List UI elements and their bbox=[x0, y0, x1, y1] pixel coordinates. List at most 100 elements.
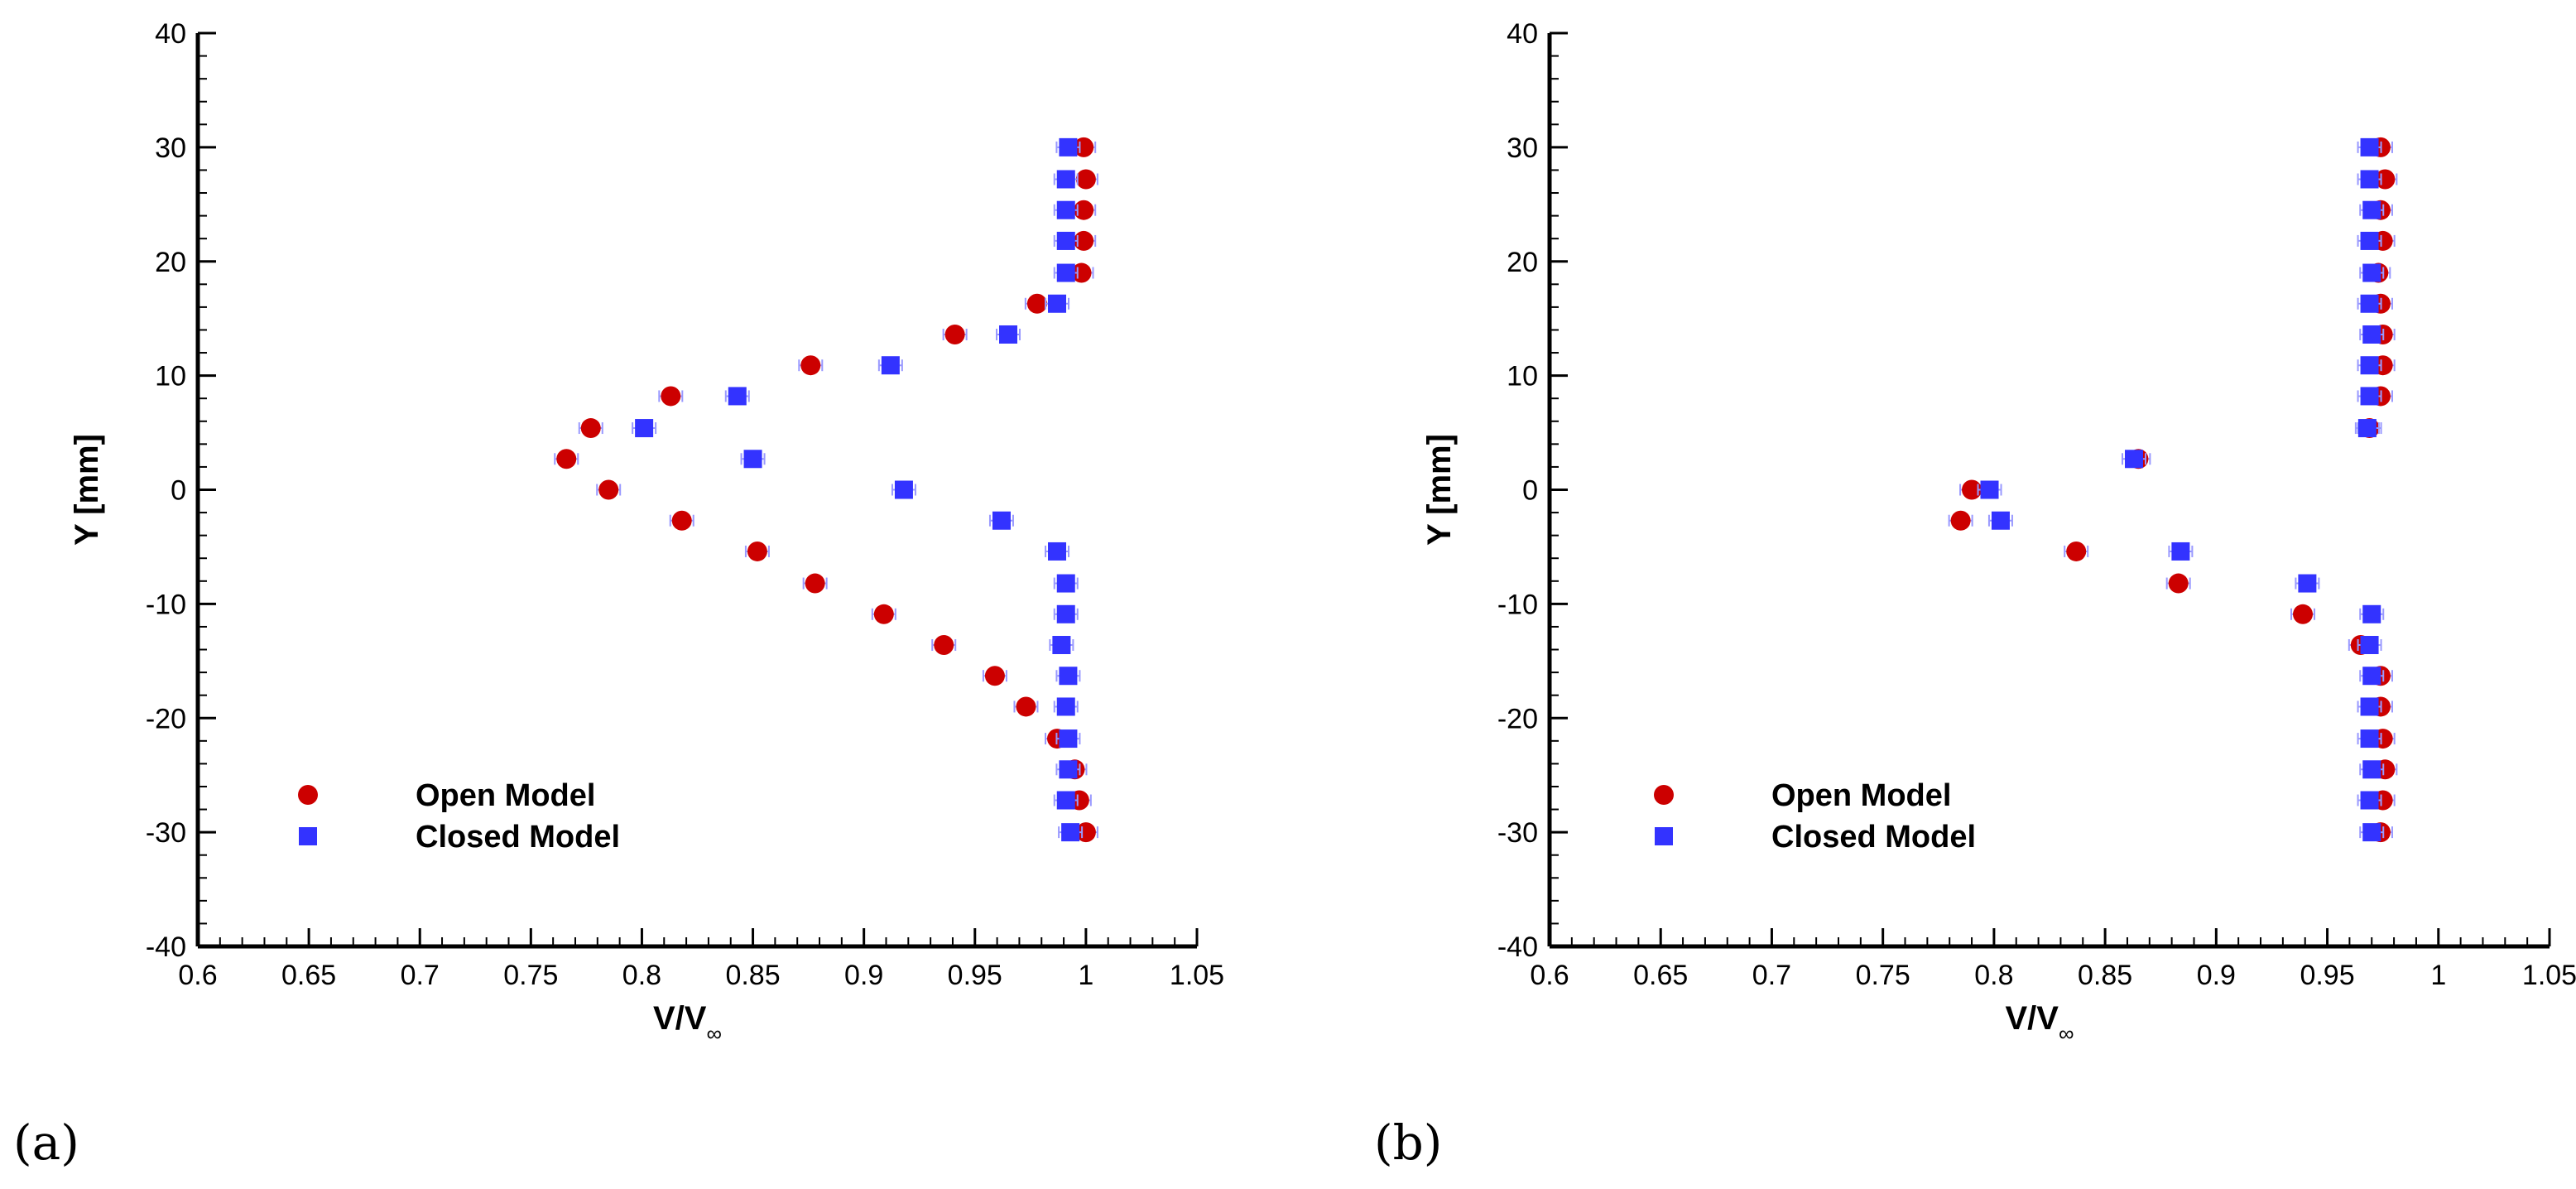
closed-model-point bbox=[999, 325, 1018, 344]
open-model-point bbox=[1071, 262, 1092, 283]
legend-marker-closed bbox=[1655, 827, 1673, 845]
closed-model-point bbox=[2362, 604, 2381, 623]
y-tick-label: 40 bbox=[155, 18, 186, 50]
open-model-point bbox=[984, 666, 1005, 686]
open-model-point bbox=[661, 386, 681, 407]
closed-model-point bbox=[2298, 574, 2317, 593]
closed-model-point bbox=[1056, 574, 1075, 593]
closed-model-point bbox=[992, 511, 1011, 530]
y-tick-label: -20 bbox=[146, 703, 186, 734]
legend-marker-open bbox=[1654, 785, 1674, 805]
y-tick-label: 10 bbox=[155, 361, 186, 392]
closed-model-point bbox=[1056, 791, 1075, 810]
x-tick-label: 0.75 bbox=[503, 960, 558, 991]
open-model-point bbox=[1075, 169, 1096, 190]
closed-model-point bbox=[2360, 356, 2379, 375]
closed-model-series bbox=[1977, 137, 2385, 842]
y-tick-label: 40 bbox=[1507, 18, 1538, 50]
closed-model-point bbox=[881, 356, 900, 375]
closed-model-point bbox=[2360, 697, 2379, 716]
closed-model-point bbox=[635, 419, 654, 438]
open-model-point bbox=[598, 479, 619, 500]
open-model-point bbox=[2293, 604, 2314, 624]
closed-model-point bbox=[2362, 263, 2381, 282]
x-tick-label: 0.65 bbox=[281, 960, 336, 991]
closed-model-point bbox=[2360, 791, 2379, 810]
y-tick-label: 20 bbox=[1507, 247, 1538, 278]
x-tick-label: 0.6 bbox=[1530, 960, 1569, 991]
x-axis-title-subscript: ∞ bbox=[2059, 1021, 2074, 1046]
x-tick-label: 0.95 bbox=[948, 960, 1002, 991]
closed-model-point bbox=[2360, 636, 2379, 655]
closed-model-point bbox=[743, 450, 762, 469]
open-model-point bbox=[747, 541, 767, 561]
x-axis-title: V/V∞ bbox=[653, 1000, 722, 1046]
x-tick-label: 0.9 bbox=[2197, 960, 2236, 991]
open-model-point bbox=[1074, 137, 1094, 157]
open-model-point bbox=[580, 418, 601, 439]
open-model-point bbox=[1962, 479, 1982, 500]
open-model-point bbox=[805, 573, 825, 594]
y-tick-label: 0 bbox=[171, 475, 186, 507]
closed-model-point bbox=[1048, 542, 1067, 561]
legend-label: Closed Model bbox=[1771, 820, 1976, 854]
x-tick-label: 0.8 bbox=[1974, 960, 2013, 991]
open-model-point bbox=[1026, 293, 1047, 314]
y-tick-label: 30 bbox=[1507, 132, 1538, 164]
closed-model-point bbox=[2362, 760, 2381, 779]
y-tick-label: -40 bbox=[1497, 931, 1538, 963]
x-tick-label: 0.7 bbox=[1752, 960, 1791, 991]
closed-model-point bbox=[2357, 419, 2377, 438]
closed-model-point bbox=[1059, 667, 1078, 686]
y-tick-label: -20 bbox=[1497, 703, 1538, 734]
legend-marker-closed bbox=[299, 827, 317, 845]
chart-panel-2: 0.6 0.65 0.7 0.75 0.8 0.85 0.9 0.95 1 1.05 -40 -30 -… bbox=[1374, 18, 2576, 1171]
open-model-point bbox=[2066, 541, 2087, 561]
open-model-point bbox=[1950, 510, 1971, 531]
y-tick-label: -40 bbox=[146, 931, 186, 963]
closed-model-point bbox=[1059, 137, 1078, 156]
closed-model-series bbox=[632, 137, 1084, 842]
closed-model-point bbox=[1052, 636, 1071, 655]
open-model-series bbox=[1948, 137, 2398, 843]
closed-model-point bbox=[1061, 823, 1080, 842]
open-model-point bbox=[1074, 200, 1094, 220]
closed-model-point bbox=[2360, 137, 2379, 156]
legend-label: Open Model bbox=[416, 778, 595, 813]
open-model-point bbox=[873, 604, 894, 624]
closed-model-point bbox=[2360, 294, 2379, 313]
closed-model-point bbox=[1980, 480, 1999, 499]
y-tick-label: -10 bbox=[146, 589, 186, 620]
legend: Open Model Closed Model bbox=[1654, 778, 1976, 854]
x-tick-label: 0.7 bbox=[401, 960, 440, 991]
legend-label: Open Model bbox=[1771, 778, 1951, 813]
x-tick-label: 0.65 bbox=[1633, 960, 1688, 991]
x-tick-label: 0.85 bbox=[2078, 960, 2132, 991]
closed-model-point bbox=[1056, 604, 1075, 623]
closed-model-point bbox=[728, 387, 747, 406]
x-tick-label: 0.6 bbox=[178, 960, 217, 991]
legend-marker-open bbox=[298, 785, 318, 805]
y-tick-label: 30 bbox=[155, 132, 186, 164]
y-tick-label: -30 bbox=[146, 817, 186, 849]
open-model-point bbox=[671, 510, 692, 531]
closed-model-point bbox=[1056, 697, 1075, 716]
closed-model-point bbox=[2362, 823, 2381, 842]
closed-model-point bbox=[1056, 200, 1075, 219]
open-model-point bbox=[2168, 573, 2189, 594]
open-model-point bbox=[944, 324, 965, 344]
open-model-series bbox=[554, 137, 1098, 843]
open-model-point bbox=[556, 449, 577, 469]
x-tick-label: 1.05 bbox=[1170, 960, 1224, 991]
open-model-point bbox=[800, 355, 821, 376]
open-model-point bbox=[934, 635, 954, 656]
x-tick-label: 0.9 bbox=[844, 960, 883, 991]
closed-model-point bbox=[2362, 325, 2381, 344]
closed-model-point bbox=[2360, 170, 2379, 189]
x-tick-label: 1 bbox=[2430, 960, 2446, 991]
closed-model-point bbox=[894, 480, 913, 499]
closed-model-point bbox=[1059, 760, 1078, 779]
closed-model-point bbox=[1048, 294, 1067, 313]
open-model-point bbox=[2375, 169, 2396, 190]
